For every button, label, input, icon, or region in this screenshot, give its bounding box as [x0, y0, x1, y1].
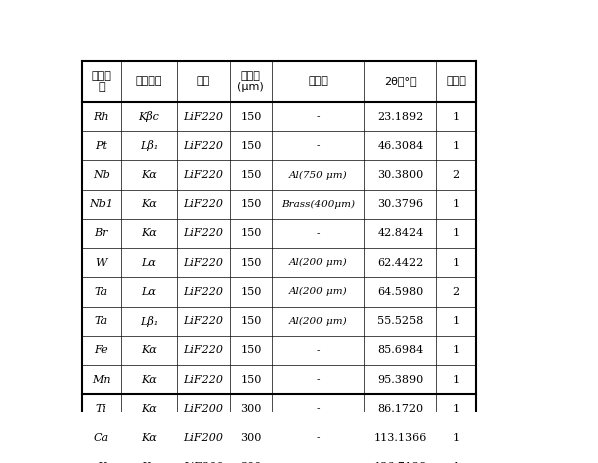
Text: 150: 150	[240, 170, 261, 180]
Text: 150: 150	[240, 141, 261, 151]
Text: Ti: Ti	[96, 404, 107, 414]
Text: Brass(400μm): Brass(400μm)	[281, 200, 355, 209]
Text: LiF220: LiF220	[184, 228, 224, 238]
Text: -: -	[316, 112, 320, 121]
Text: Fe: Fe	[94, 345, 108, 356]
Text: 测量谱线: 测量谱线	[136, 76, 162, 87]
Text: 1: 1	[452, 228, 459, 238]
Text: Ta: Ta	[95, 287, 108, 297]
Text: 150: 150	[240, 112, 261, 121]
Text: Lβ₁: Lβ₁	[140, 140, 158, 151]
Text: Kα: Kα	[141, 375, 157, 385]
Text: LiF220: LiF220	[184, 287, 224, 297]
Text: 300: 300	[240, 404, 261, 414]
Text: Ta: Ta	[95, 316, 108, 326]
Text: -: -	[316, 375, 320, 384]
Text: 背景点: 背景点	[446, 76, 466, 87]
Text: Kα: Kα	[141, 199, 157, 209]
Text: Pt: Pt	[96, 141, 108, 151]
Text: 1: 1	[452, 112, 459, 121]
Text: LiF200: LiF200	[184, 433, 224, 443]
Text: -: -	[316, 433, 320, 443]
Text: LiF220: LiF220	[184, 316, 224, 326]
Text: LiF220: LiF220	[184, 112, 224, 121]
Text: 150: 150	[240, 287, 261, 297]
Text: 1: 1	[452, 199, 459, 209]
Text: 1: 1	[452, 375, 459, 385]
Text: -: -	[316, 404, 320, 413]
Text: Ca: Ca	[94, 433, 109, 443]
Text: 2: 2	[452, 287, 459, 297]
Text: 95.3890: 95.3890	[377, 375, 423, 385]
Text: 150: 150	[240, 199, 261, 209]
Text: 30.3796: 30.3796	[377, 199, 423, 209]
Text: 23.1892: 23.1892	[377, 112, 423, 121]
Text: 30.3800: 30.3800	[377, 170, 423, 180]
Text: 300: 300	[240, 433, 261, 443]
Text: 46.3084: 46.3084	[377, 141, 423, 151]
Text: 85.6984: 85.6984	[377, 345, 423, 356]
Text: LiF220: LiF220	[184, 141, 224, 151]
Text: Nb1: Nb1	[89, 199, 114, 209]
Text: LiF220: LiF220	[184, 345, 224, 356]
Text: 2: 2	[452, 170, 459, 180]
Text: 150: 150	[240, 228, 261, 238]
Text: W: W	[96, 258, 107, 268]
Text: 1: 1	[452, 345, 459, 356]
Text: 1: 1	[452, 258, 459, 268]
Text: Kα: Kα	[141, 228, 157, 238]
Text: Al(750 μm): Al(750 μm)	[289, 170, 347, 180]
Text: 晶体: 晶体	[197, 76, 210, 87]
Text: -: -	[316, 141, 320, 150]
Text: Kα: Kα	[141, 404, 157, 414]
Text: 2θ（°）: 2θ（°）	[384, 76, 417, 87]
Text: LiF200: LiF200	[184, 404, 224, 414]
Text: 113.1366: 113.1366	[374, 433, 427, 443]
Text: 42.8424: 42.8424	[377, 228, 423, 238]
Text: 64.5980: 64.5980	[377, 287, 423, 297]
Text: 1: 1	[452, 433, 459, 443]
Text: 150: 150	[240, 375, 261, 385]
Text: Lα: Lα	[142, 287, 156, 297]
Text: Lβ₁: Lβ₁	[140, 316, 158, 327]
Text: 55.5258: 55.5258	[377, 316, 423, 326]
Text: 150: 150	[240, 316, 261, 326]
Text: Lα: Lα	[142, 258, 156, 268]
Text: 滤光片: 滤光片	[308, 76, 328, 87]
Text: LiF220: LiF220	[184, 258, 224, 268]
Text: 86.1720: 86.1720	[377, 404, 423, 414]
Text: Al(200 μm): Al(200 μm)	[289, 258, 347, 267]
Text: 150: 150	[240, 258, 261, 268]
Text: 1: 1	[452, 316, 459, 326]
Text: Kα: Kα	[141, 170, 157, 180]
Text: 待测元
素: 待测元 素	[91, 70, 111, 92]
Text: Al(200 μm): Al(200 μm)	[289, 317, 347, 326]
Text: LiF220: LiF220	[184, 170, 224, 180]
Text: LiF220: LiF220	[184, 199, 224, 209]
Text: 1: 1	[452, 141, 459, 151]
Text: Al(200 μm): Al(200 μm)	[289, 288, 347, 296]
Text: 1: 1	[452, 404, 459, 414]
Text: Br: Br	[94, 228, 108, 238]
Text: -: -	[316, 229, 320, 238]
Text: LiF220: LiF220	[184, 375, 224, 385]
Text: Mn: Mn	[92, 375, 111, 385]
Text: Kα: Kα	[141, 433, 157, 443]
Text: Kβc: Kβc	[139, 111, 159, 122]
Text: 准直器
(μm): 准直器 (μm)	[237, 70, 264, 92]
Text: 62.4422: 62.4422	[377, 258, 423, 268]
Text: Rh: Rh	[94, 112, 109, 121]
Text: Kα: Kα	[141, 345, 157, 356]
Text: 150: 150	[240, 345, 261, 356]
Text: -: -	[316, 346, 320, 355]
Text: Nb: Nb	[93, 170, 110, 180]
